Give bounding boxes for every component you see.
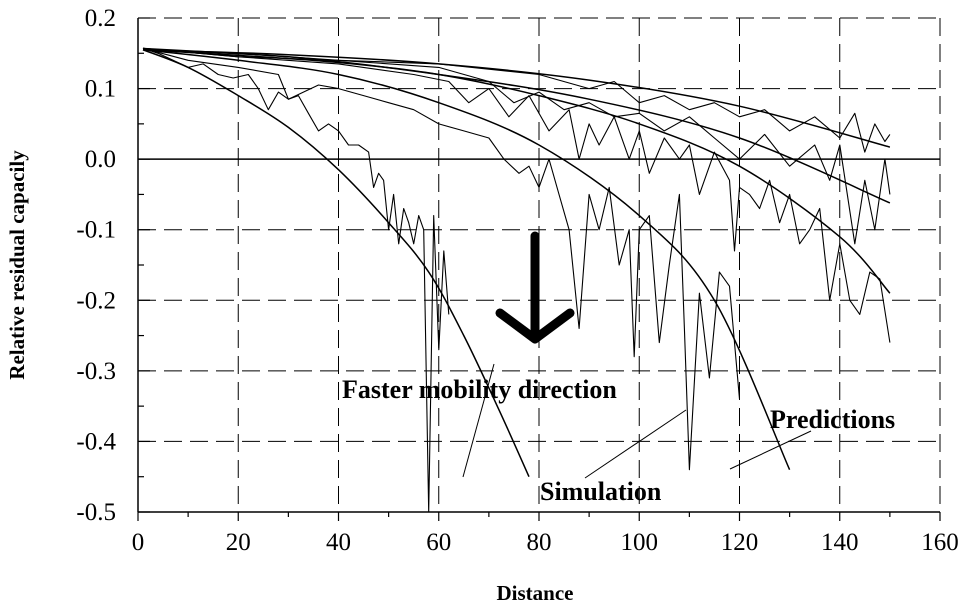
x-tick-label: 60: [426, 529, 451, 556]
x-axis-title: Distance: [497, 581, 574, 605]
prediction-curve-5: [142, 49, 891, 148]
predictions-leader-line: [729, 430, 812, 470]
x-tick-label: 140: [821, 529, 859, 556]
x-tick-label: 40: [326, 529, 351, 556]
prediction-curves: [142, 49, 891, 478]
y-tick-label: -0.2: [76, 287, 116, 314]
x-tick-label: 80: [527, 529, 552, 556]
grid: [138, 17, 941, 512]
prediction-curve-2: [142, 49, 791, 471]
x-tick-label: 120: [721, 529, 759, 556]
x-tick-label: 100: [621, 529, 659, 556]
x-tick-label: 0: [132, 529, 145, 556]
annotation-direction: Faster mobility direction: [342, 375, 617, 404]
y-tick-label: -0.1: [76, 217, 116, 244]
simulation-line-2: [142, 47, 741, 471]
x-tick-label: 20: [226, 529, 251, 556]
y-tick-label: 0.0: [85, 146, 116, 173]
simulation-leader-line: [462, 363, 687, 479]
simulation-line-5: [142, 47, 891, 153]
y-axis-title: Relative residual capacily: [5, 150, 29, 380]
y-tick-label: 0.2: [85, 5, 116, 32]
simulation-line-3: [142, 47, 891, 343]
axes: [137, 17, 941, 521]
simulation-line-1: [142, 47, 450, 513]
prediction-curve-1: [142, 49, 530, 478]
prediction-curve-3: [142, 49, 891, 294]
y-tick-label: -0.5: [76, 499, 116, 526]
y-tick-label: -0.3: [76, 358, 116, 385]
prediction-curve-4: [142, 49, 891, 204]
annotation-predictions: Predictions: [770, 405, 895, 434]
down-arrow-icon: [495, 231, 575, 344]
x-tick-label: 160: [921, 529, 959, 556]
y-tick-label: 0.1: [85, 76, 116, 103]
y-tick-label: -0.4: [76, 428, 116, 455]
tick-labels: 0.2 0.1 0.0 -0.1 -0.2 -0.3 -0.4 -0.5 0 20 40 60 80 10…: [76, 5, 958, 556]
annotation-simulation: Simulation: [540, 477, 662, 506]
